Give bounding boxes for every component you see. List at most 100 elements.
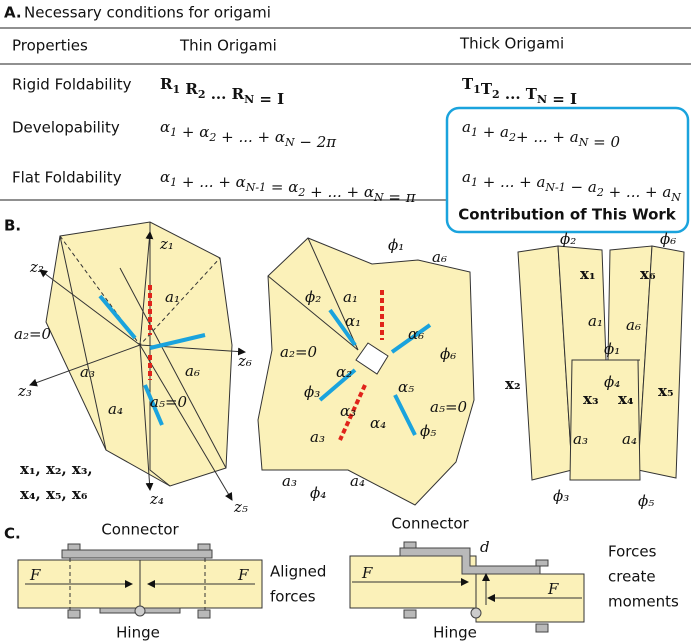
label: x₃ [583, 390, 599, 408]
property: Flat Foldability [12, 169, 122, 187]
formula-part: = I [254, 90, 284, 108]
bolt [535, 559, 549, 567]
label: ϕ₆ [660, 230, 676, 248]
label: a₄ [622, 430, 637, 448]
label: x₆ [640, 265, 656, 283]
label: a₂=0 [14, 325, 52, 343]
formula: R1 R2 ... RN = I [160, 75, 284, 108]
label: a₆ [185, 362, 200, 380]
label: Connector [101, 521, 179, 539]
hinge [470, 607, 482, 619]
label: a₃ [80, 363, 95, 381]
subscript: N [373, 191, 384, 204]
label: a₃ [282, 472, 297, 490]
label: F [29, 566, 41, 584]
formula-part: α [160, 168, 170, 186]
label: ϕ₅ [638, 492, 654, 510]
header: Properties [12, 37, 88, 55]
label: z₁ [159, 235, 174, 253]
formula-part: + α [177, 123, 209, 141]
label: a₁ [165, 288, 180, 306]
label: Hinge [116, 624, 160, 642]
subscript: 2 [492, 88, 500, 101]
label: α₄ [370, 414, 386, 432]
highlight-label: Contribution of This Work [458, 206, 677, 224]
formula-part: = π [384, 188, 417, 206]
label: α₆ [408, 325, 424, 343]
label: a₆ [432, 248, 447, 266]
bolt [67, 543, 81, 551]
label: x₂ [505, 375, 521, 393]
formula-part: a [462, 118, 471, 136]
formula: α1 + ... + αN-1 = α2 + ... + αN = π [160, 168, 417, 206]
property: Developability [12, 119, 120, 137]
formula-part: T [481, 80, 493, 98]
axis [139, 344, 233, 501]
crease [318, 368, 357, 402]
label: a₂=0 [280, 343, 318, 361]
highlight-box [445, 106, 690, 234]
formula-part: = I [547, 90, 577, 108]
formula: T1T2 ... TN = I [462, 75, 577, 108]
formula-part: − 2π [295, 133, 338, 151]
label: moments [608, 593, 679, 611]
label: F [361, 564, 373, 582]
subscript: N [578, 136, 589, 149]
label: Aligned [270, 563, 326, 581]
label: a₅=0 [430, 398, 468, 416]
subscript: 2 [297, 186, 305, 199]
subscript: 1 [473, 83, 481, 96]
label: ϕ₃ [553, 487, 569, 505]
bolt [197, 609, 211, 619]
formula-part: − a [566, 178, 597, 196]
label: α₂ [336, 363, 352, 381]
formula-part: + a [478, 123, 509, 141]
subscript: 1 [471, 126, 478, 139]
axis [29, 344, 141, 387]
bolt [403, 541, 417, 549]
label: Connector [391, 515, 469, 533]
label: z₄ [149, 490, 164, 508]
label: x₁, x₂, x₃, [20, 460, 93, 478]
formula-part: + ... + a [478, 173, 545, 191]
label: a₆ [626, 316, 641, 334]
label: a₁ [343, 288, 358, 306]
bolt [197, 543, 211, 551]
label: z₃ [17, 382, 32, 400]
label: ϕ₁ [388, 236, 404, 254]
header: Thin Origami [179, 37, 277, 55]
label: ϕ₄ [310, 484, 326, 502]
label: F [237, 566, 249, 584]
formula-part: + ... + α [305, 183, 374, 201]
edge [267, 237, 359, 351]
hole [355, 342, 389, 375]
label: ϕ₅ [420, 422, 436, 440]
label: Hinge [433, 624, 477, 642]
connector [399, 547, 541, 575]
label: a₅=0 [150, 393, 188, 411]
formula-part: a [462, 168, 471, 186]
crease [390, 323, 432, 354]
subscript: 1 [471, 176, 478, 189]
label: Forces [608, 543, 657, 561]
header: Thick Origami [459, 35, 564, 53]
subscript: 2 [208, 131, 216, 144]
panel-label: C. [4, 525, 21, 543]
label: a₁ [588, 312, 603, 330]
label: create [608, 568, 656, 586]
label: F [547, 580, 559, 598]
axis [39, 269, 141, 346]
subscript: N [537, 93, 547, 106]
formula-part: T [462, 75, 474, 93]
label: a₃ [310, 428, 325, 446]
crease [98, 294, 137, 340]
label: ϕ₄ [604, 373, 620, 391]
subscript: 2 [596, 186, 604, 199]
crease [338, 384, 367, 441]
subscript: N-1 [544, 181, 565, 194]
label: a₃ [573, 430, 588, 448]
formula-part: α [160, 118, 170, 136]
panel-label: B. [4, 217, 21, 235]
subscript: 1 [170, 126, 177, 139]
